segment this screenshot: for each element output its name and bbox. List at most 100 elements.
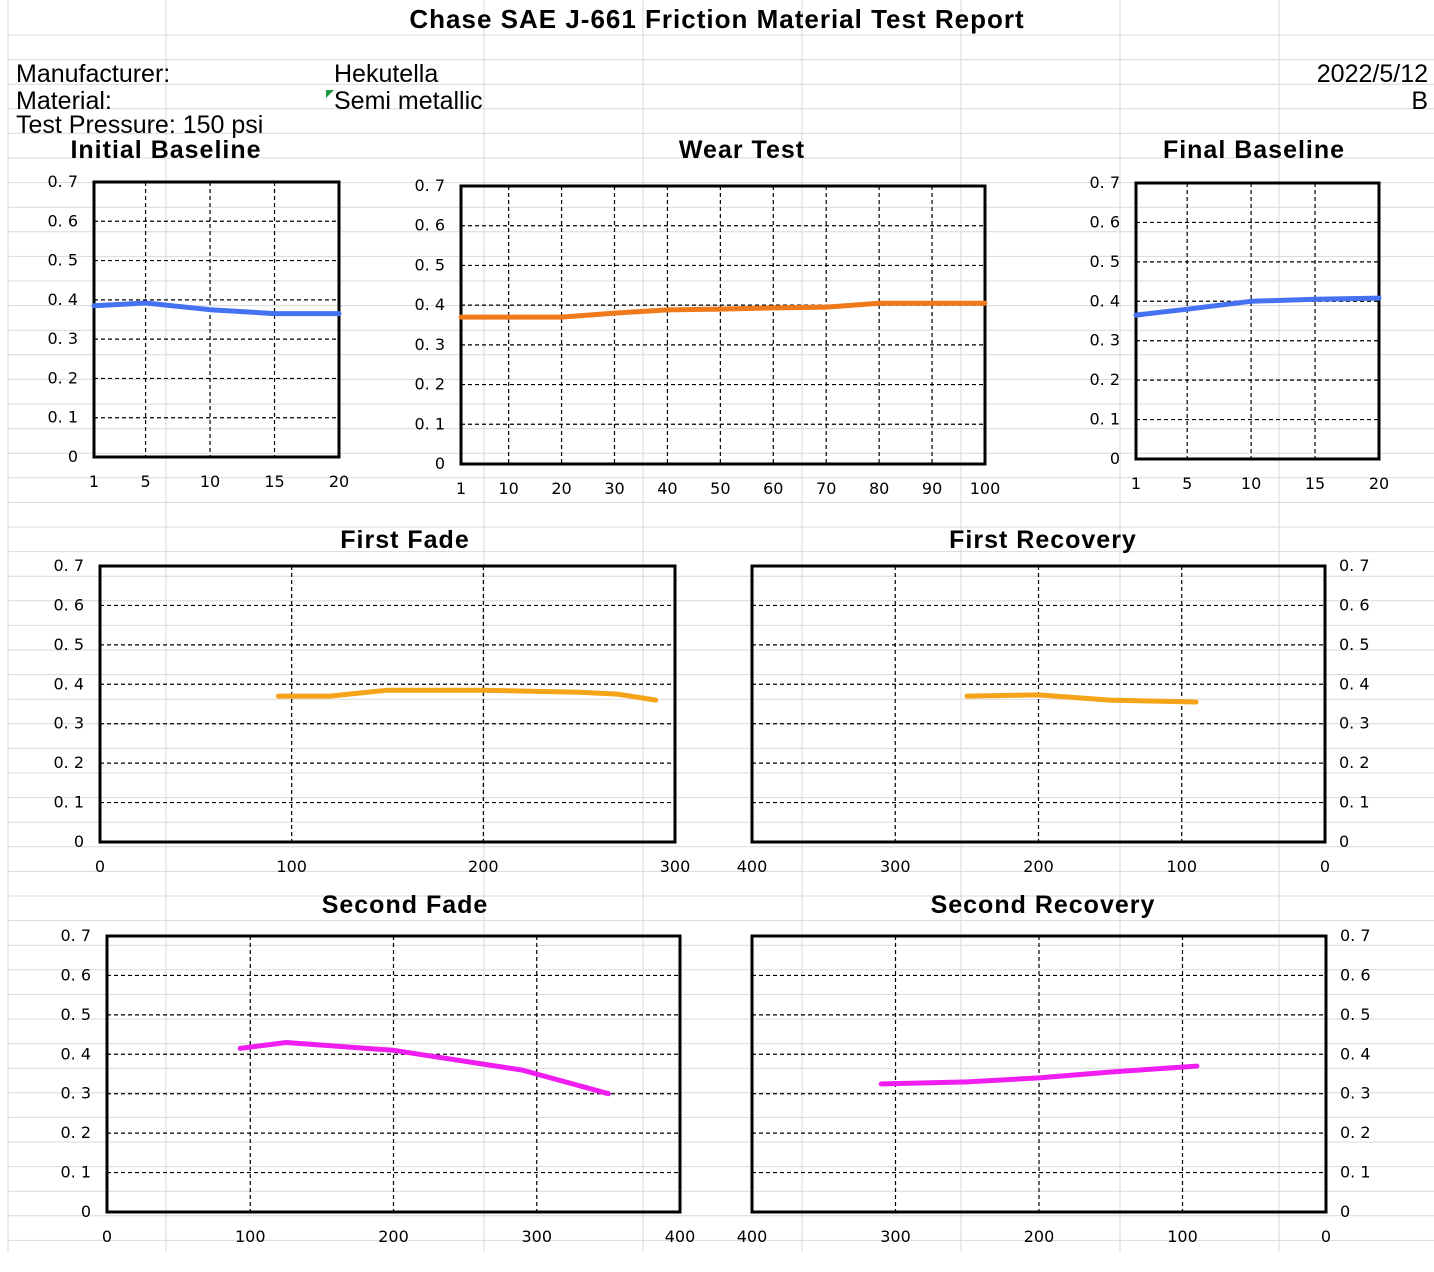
grade-value: B	[1411, 87, 1428, 115]
second-fade-chart: 0 0. 1 0. 2 0. 3 0. 4 0. 5 0. 6 0. 7 0 100 200 300 4…	[60, 926, 695, 1246]
second-recovery-chart: 0 0. 1 0. 2 0. 3 0. 4 0. 5 0. 6 0. 7 400 300 200 10…	[737, 926, 1371, 1246]
y-tick-label: 0. 7	[1089, 173, 1120, 192]
y-tick-label: 0. 2	[414, 375, 445, 394]
x-tick-label: 15	[1305, 474, 1325, 493]
y-tick-label: 0. 6	[1089, 212, 1120, 231]
y-tick-label: 0. 3	[1089, 331, 1120, 350]
y-tick-label: 0. 4	[53, 674, 84, 693]
first-recovery-chart: 0 0. 1 0. 2 0. 3 0. 4 0. 5 0. 6 0. 7 400 300 200 10…	[737, 556, 1370, 876]
x-tick-label: 200	[378, 1227, 409, 1246]
x-tick-label: 1	[1131, 474, 1141, 493]
x-tick-label: 20	[329, 472, 349, 491]
y-tick-label: 0. 2	[1339, 753, 1370, 772]
x-tick-label: 400	[737, 857, 768, 876]
y-tick-label: 0. 2	[47, 368, 78, 387]
y-tick-label: 0. 1	[1339, 793, 1370, 812]
y-tick-label: 0. 5	[1339, 635, 1370, 654]
y-tick-label: 0. 4	[1089, 291, 1120, 310]
y-tick-label: 0. 4	[47, 290, 78, 309]
manufacturer-label: Manufacturer:	[16, 60, 171, 88]
x-tick-label: 100	[1167, 1227, 1198, 1246]
chart-title-second-recovery: Second Recovery	[930, 891, 1156, 919]
chart-gridlines	[752, 566, 1325, 842]
y-tick-label: 0. 1	[53, 793, 84, 812]
series-line	[91, 300, 342, 317]
material-value: Semi metallic	[334, 87, 483, 115]
chart-gridlines	[94, 182, 339, 457]
y-tick-label: 0. 7	[53, 556, 84, 575]
y-tick-label: 0. 6	[60, 965, 91, 984]
x-tick-label: 100	[970, 479, 1001, 498]
initial-baseline-chart: 00. 10. 20. 30. 40. 50. 60. 71 5 10 15 20	[47, 172, 349, 491]
x-tick-label: 100	[235, 1227, 266, 1246]
y-tick-label: 0. 7	[1340, 926, 1371, 945]
y-tick-label: 0	[1340, 1202, 1350, 1221]
y-tick-label: 0	[435, 454, 445, 473]
x-tick-label: 90	[922, 479, 942, 498]
chart-gridlines	[100, 566, 675, 842]
x-tick-label: 100	[276, 857, 307, 876]
report-date: 2022/5/12	[1316, 60, 1428, 88]
y-tick-label: 0. 2	[1089, 370, 1120, 389]
chart-gridlines	[461, 186, 985, 464]
series-line	[237, 1040, 611, 1097]
y-tick-label: 0	[1339, 832, 1349, 851]
y-tick-label: 0. 1	[1089, 410, 1120, 429]
x-tick-label: 100	[1166, 857, 1197, 876]
y-tick-label: 0. 4	[1340, 1044, 1371, 1063]
cell-comment-marker	[326, 90, 334, 98]
x-tick-label: 0	[95, 857, 105, 876]
chart-gridlines	[1136, 183, 1379, 459]
y-tick-label: 0. 5	[60, 1005, 91, 1024]
chart-gridlines	[107, 936, 680, 1212]
manufacturer-value: Hekutella	[334, 60, 439, 88]
material-label: Material:	[16, 87, 112, 115]
y-tick-label: 0. 2	[53, 753, 84, 772]
x-tick-label: 10	[200, 472, 220, 491]
y-tick-label: 0. 3	[47, 329, 78, 348]
x-tick-label: 0	[1320, 857, 1330, 876]
x-tick-label: 50	[710, 479, 730, 498]
chart-title-second-fade: Second Fade	[321, 891, 489, 919]
chart-title-initial-baseline: Initial Baseline	[70, 136, 262, 164]
y-tick-label: 0. 5	[47, 251, 78, 270]
y-tick-label: 0	[81, 1202, 91, 1221]
x-tick-label: 0	[1321, 1227, 1331, 1246]
y-tick-label: 0	[74, 832, 84, 851]
series-line	[275, 687, 659, 703]
x-tick-label: 300	[660, 857, 691, 876]
y-tick-label: 0	[68, 447, 78, 466]
series-line	[1133, 295, 1382, 318]
y-tick-label: 0. 2	[60, 1123, 91, 1142]
x-tick-label: 5	[140, 472, 150, 491]
chart-title-first-recovery: First Recovery	[949, 526, 1137, 554]
series-line	[964, 692, 1199, 705]
plot-frame	[105, 934, 682, 1214]
plot-frame	[459, 184, 987, 466]
y-tick-label: 0. 6	[53, 595, 84, 614]
test-pressure: Test Pressure: 150 psi	[16, 111, 264, 139]
x-tick-label: 10	[1241, 474, 1261, 493]
y-tick-label: 0. 2	[1340, 1123, 1371, 1142]
x-tick-label: 400	[737, 1227, 768, 1246]
y-tick-label: 0. 3	[1339, 714, 1370, 733]
y-tick-label: 0. 6	[1340, 965, 1371, 984]
x-tick-label: 200	[1023, 857, 1054, 876]
plot-frame	[750, 564, 1327, 844]
plot-frame	[98, 564, 677, 844]
chart-title-first-fade: First Fade	[340, 526, 470, 554]
x-tick-label: 60	[763, 479, 783, 498]
y-tick-label: 0. 6	[1339, 595, 1370, 614]
plot-frame	[1134, 181, 1381, 461]
y-tick-label: 0. 7	[47, 172, 78, 191]
y-tick-label: 0. 5	[414, 255, 445, 274]
x-tick-label: 5	[1182, 474, 1192, 493]
y-tick-label: 0. 7	[1339, 556, 1370, 575]
x-tick-label: 70	[816, 479, 836, 498]
wear-test-chart: 0 0. 1 0. 2 0. 3 0. 4 0. 5 0. 6 0. 7 1 10 20 30 40 50…	[414, 176, 1001, 498]
plot-frame	[750, 934, 1328, 1214]
y-tick-label: 0. 3	[60, 1084, 91, 1103]
x-tick-label: 1	[456, 479, 466, 498]
plot-frame	[92, 180, 341, 459]
